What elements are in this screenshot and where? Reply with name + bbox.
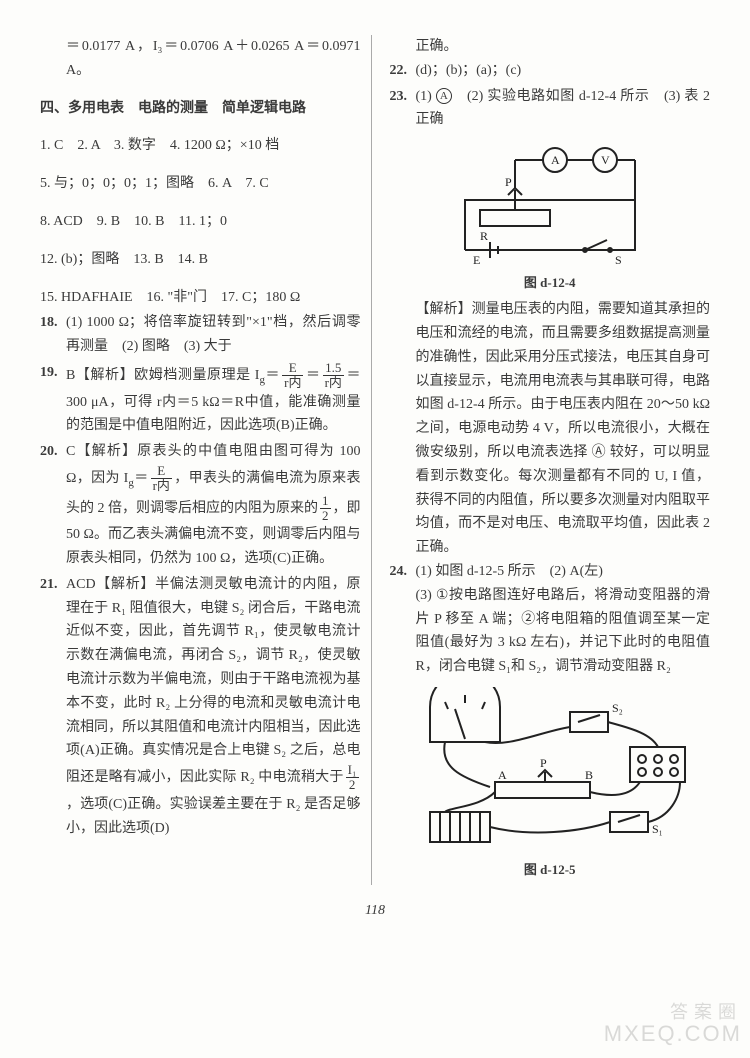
label-P: P [505,175,512,189]
label-S: S [615,253,622,267]
q22-number: 22. [390,59,408,83]
apparatus-diagram-icon: A P B S₁ S₂ [400,687,700,857]
watermark-url: MXEQ.COM [604,1015,742,1052]
answer-line-2: 5. 与；0；0；0；1；图略 6. A 7. C [40,172,361,196]
q23-part2: (2) 实验电路如图 d-12-4 所示 (3) 表 2 正确 [416,89,710,128]
label-S2: S₂ [612,701,623,715]
label-R: R [480,229,488,243]
label-P2: P [540,756,547,770]
answer-line-4: 12. (b)；图略 13. B 14. B [40,248,361,272]
watermark-chinese: 答案圈 [670,997,742,1028]
top-continuation-equation: ＝0.0177 A，I₃＝0.0706 A＋0.0265 A＝0.0971 A。 [40,35,361,83]
q20-frac-1: Er内 [151,464,172,494]
figure-1-caption: 图 d-12-4 [390,272,711,294]
label-B: B [585,768,593,782]
label-A2: A [498,768,507,782]
q19-eq1: ＝ [265,368,280,383]
q19-frac-1: Er内 [282,361,303,391]
q18-number: 18. [40,311,58,335]
q21-text-1: ACD【解析】半偏法测灵敏电流计的内阻，原理在于 R₁ 阻值很大，电键 S₂ 闭… [66,577,361,785]
section-title: 四、多用电表 电路的测量 简单逻辑电路 [40,97,361,121]
q21-continuation: 正确。 [390,35,711,59]
question-18: 18. (1) 1000 Ω；将倍率旋钮转到"×1"档，然后调零再测量 (2) … [40,311,361,359]
q20-frac-half: 12 [320,494,331,524]
figure-2-caption: 图 d-12-5 [390,859,711,881]
left-column: ＝0.0177 A，I₃＝0.0706 A＋0.0265 A＝0.0971 A。… [40,35,372,885]
right-column: 正确。 22. (d)；(b)；(a)；(c) 23. (1) A (2) 实验… [386,35,711,885]
q21-number: 21. [40,573,58,597]
q18-text: (1) 1000 Ω；将倍率旋钮转到"×1"档，然后调零再测量 (2) 图略 (… [66,315,361,354]
figure-d-12-5: A P B S₁ S₂ 图 d-12-5 [390,687,711,881]
q19-eq2: ＝ [305,368,320,383]
q24-line1: (1) 如图 d-12-5 所示 (2) A(左) [416,564,603,579]
q21-frac-half: I₁2 [346,763,359,793]
q20-number: 20. [40,440,58,464]
q24-number: 24. [390,560,408,584]
label-E: E [473,253,480,267]
question-21: 21. ACD【解析】半偏法测灵敏电流计的内阻，原理在于 R₁ 阻值很大，电键 … [40,573,361,841]
question-24: 24. (1) 如图 d-12-5 所示 (2) A(左) (3) ①按电路图连… [390,560,711,679]
circuit-diagram-icon: P R E S A V [435,140,665,270]
q22-text: (d)；(b)；(a)；(c) [416,63,522,78]
label-S1: S₁ [652,822,663,836]
q24-line2: (3) ①按电路图连好电路后，将滑动变阻器的滑片 P 移至 A 端；②将电阻箱的… [416,588,711,674]
question-19: 19. B【解析】欧姆档测量原理是 Ig＝Er内＝1.5r内＝300 μA，可得… [40,361,361,438]
answer-line-3: 8. ACD 9. B 10. B 11. 1；0 [40,210,361,234]
figure-d-12-4: P R E S A V 图 d-12-4 [390,140,711,294]
page-number: 118 [40,899,710,923]
q21-text-2: ，选项(C)正确。实验误差主要在于 R₂ 是否足够小，因此选项(D) [66,797,361,836]
q20-eq: ＝ [134,471,149,486]
q23-number: 23. [390,85,408,109]
q19-text-1: B【解析】欧姆档测量原理是 I [66,368,259,383]
question-23: 23. (1) A (2) 实验电路如图 d-12-4 所示 (3) 表 2 正… [390,85,711,133]
label-V: V [601,153,610,167]
question-20: 20. C【解析】原表头的中值电阻由图可得为 100 Ω，因为 Ig＝Er内，甲… [40,440,361,571]
answer-line-5: 15. HDAFHAIE 16. "非"门 17. C；180 Ω [40,286,361,310]
q23-explanation: 【解析】测量电压表的内阻，需要知道其承担的电压和流经的电流，而且需要多组数据提高… [390,298,711,560]
label-A: A [551,153,560,167]
circled-A-icon: A [436,88,452,104]
two-column-layout: ＝0.0177 A，I₃＝0.0706 A＋0.0265 A＝0.0971 A。… [40,35,710,885]
q19-number: 19. [40,361,58,385]
q23-part1: (1) [416,89,436,104]
question-22: 22. (d)；(b)；(a)；(c) [390,59,711,83]
answer-line-1: 1. C 2. A 3. 数字 4. 1200 Ω；×10 档 [40,134,361,158]
q19-frac-2: 1.5r内 [323,361,344,391]
